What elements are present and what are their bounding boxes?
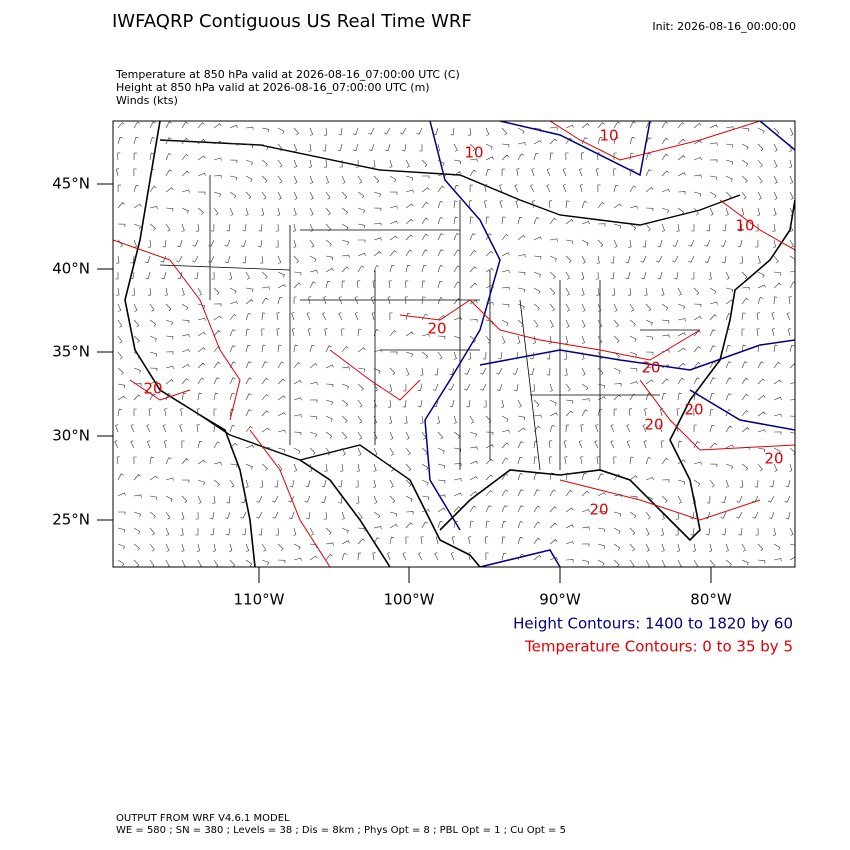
lat-label: 35°N [52, 343, 90, 361]
lat-label: 40°N [52, 260, 90, 278]
field-label: Height at 850 hPa valid at 2026-08-16_07… [116, 81, 430, 94]
contour-label: 20 [641, 359, 660, 377]
wind-barbs [114, 121, 795, 567]
lon-label: 80°W [690, 591, 732, 609]
field-label: Temperature at 850 hPa valid at 2026-08-… [115, 68, 460, 81]
contour-label: 10 [464, 144, 483, 162]
axes: 45°N 40°N 35°N 30°N 25°N 110°W 100°W 90°W 80°W [52, 175, 732, 609]
coastline [124, 121, 795, 567]
contour-label: 20 [644, 416, 663, 434]
state-lines [159, 175, 700, 471]
title: IWFAQRP Contiguous US Real Time WRF [112, 11, 472, 32]
init-time: Init: 2026-08-16_00:00:00 [652, 20, 796, 33]
map [113, 121, 795, 567]
field-label: Winds (kts) [116, 94, 178, 107]
wind-barb [114, 121, 795, 567]
lat-label: 45°N [52, 175, 90, 193]
contour-label: 20 [427, 320, 446, 338]
lon-label: 90°W [539, 591, 581, 609]
lat-label: 25°N [52, 511, 90, 529]
footer: OUTPUT FROM WRF V4.6.1 MODEL [116, 813, 290, 824]
legend-temperature: Temperature Contours: 0 to 35 by 5 [524, 638, 793, 656]
legend-height: Height Contours: 1400 to 1820 by 60 [513, 615, 793, 633]
height-contour [424, 121, 795, 567]
lat-label: 30°N [52, 427, 90, 445]
contour-label: 20 [684, 401, 703, 419]
contour-label: 20 [143, 380, 162, 398]
contour-labels: 10 10 10 20 20 20 20 20 20 20 [143, 127, 783, 519]
temperature-contour [113, 121, 795, 567]
contour-label: 20 [764, 450, 783, 468]
contour-label: 10 [735, 217, 754, 235]
contour-label: 10 [599, 127, 618, 145]
lon-label: 100°W [384, 591, 435, 609]
contour-label: 20 [589, 501, 608, 519]
footer: WE = 580 ; SN = 380 ; Levels = 38 ; Dis … [116, 825, 566, 836]
map-frame [112, 120, 796, 568]
lon-label: 110°W [234, 591, 285, 609]
